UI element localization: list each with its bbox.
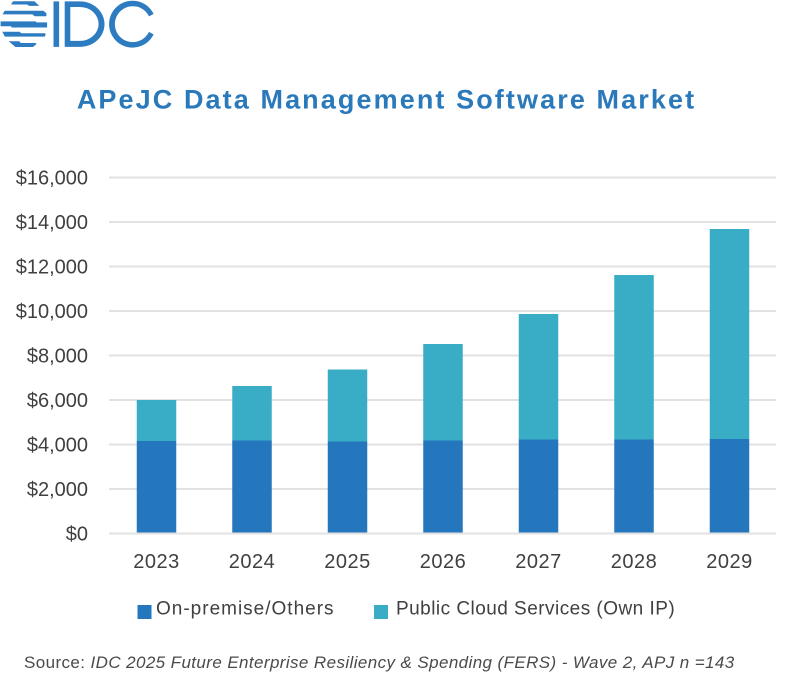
svg-text:$6,000: $6,000 — [27, 390, 88, 412]
svg-text:On-premise/Others: On-premise/Others — [156, 599, 335, 620]
svg-text:$2,000: $2,000 — [27, 479, 88, 501]
svg-text:APeJC Data Management Software: APeJC Data Management Software Market — [77, 84, 696, 114]
svg-text:$10,000: $10,000 — [16, 301, 88, 323]
svg-text:Public Cloud Services (Own IP): Public Cloud Services (Own IP) — [396, 599, 675, 620]
svg-text:Source: IDC 2025 Future Enterp: Source: IDC 2025 Future Enterprise Resil… — [24, 653, 735, 672]
svg-text:$0: $0 — [66, 523, 88, 545]
svg-text:$14,000: $14,000 — [16, 212, 88, 234]
svg-text:$4,000: $4,000 — [27, 434, 88, 456]
svg-text:2026: 2026 — [420, 551, 467, 573]
svg-text:2024: 2024 — [229, 551, 276, 573]
svg-text:$8,000: $8,000 — [27, 345, 88, 367]
svg-text:$12,000: $12,000 — [16, 256, 88, 278]
svg-text:2028: 2028 — [611, 551, 658, 573]
svg-text:$16,000: $16,000 — [16, 167, 88, 189]
svg-text:2023: 2023 — [133, 551, 180, 573]
svg-text:2027: 2027 — [515, 551, 562, 573]
svg-text:2025: 2025 — [324, 551, 371, 573]
svg-text:2029: 2029 — [706, 551, 753, 573]
